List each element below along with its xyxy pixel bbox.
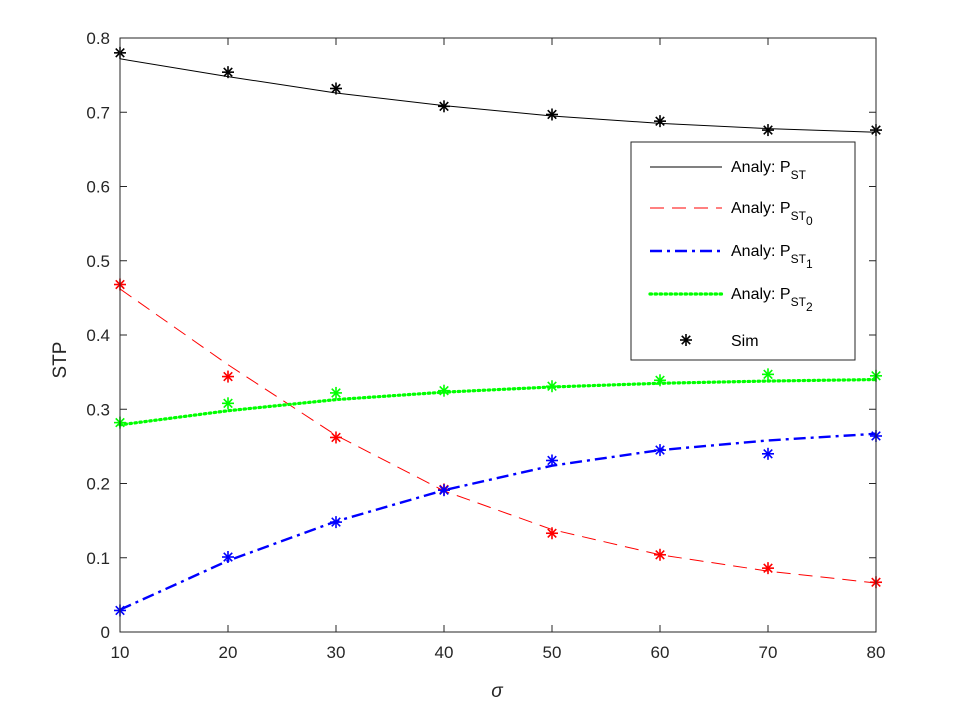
sim-marker-2 [654, 444, 666, 457]
legend: Analy: PST Analy: PST0 Analy: PST1 Analy: P… [630, 141, 856, 361]
x-tick-label: 20 [219, 643, 238, 662]
legend-label-3: Analy: PST2 [731, 286, 813, 314]
sim-marker-2 [762, 447, 774, 460]
legend-label-1: Analy: PST0 [731, 200, 813, 228]
sim-marker-2 [222, 551, 234, 564]
sim-marker-0 [546, 108, 558, 121]
y-axis-label: STP [50, 342, 71, 379]
y-tick-label: 0.1 [86, 549, 110, 568]
y-tick-label: 0.3 [86, 400, 110, 419]
x-tick-label: 70 [759, 643, 778, 662]
series-line-3 [118, 377, 878, 427]
y-tick-label: 0 [101, 623, 110, 642]
series-line-0 [119, 58, 877, 133]
sim-marker-1 [762, 562, 774, 575]
legend-label-2: Analy: PST1 [731, 243, 813, 271]
legend-label-0: Analy: PST [731, 159, 807, 182]
sim-marker-3 [438, 384, 450, 397]
sim-marker-2 [438, 484, 450, 497]
x-tick-label: 30 [327, 643, 346, 662]
sim-marker-3 [762, 368, 774, 381]
y-tick-label: 0.8 [86, 29, 110, 48]
sim-marker-1 [330, 431, 342, 444]
sim-marker-0 [654, 115, 666, 128]
x-tick-label: 10 [111, 643, 130, 662]
x-axis-label: σ [491, 681, 504, 702]
x-tick-label: 40 [435, 643, 454, 662]
sim-marker-0 [222, 66, 234, 79]
sim-marker-2 [330, 516, 342, 529]
sim-marker-1 [546, 527, 558, 540]
series-line-2 [119, 432, 877, 611]
y-tick-label: 0.7 [86, 103, 110, 122]
y-tick-label: 0.5 [86, 252, 110, 271]
legend-label-sim: Sim [731, 333, 759, 350]
sim-marker-3 [546, 380, 558, 393]
y-tick-label: 0.4 [86, 326, 110, 345]
sim-marker-0 [762, 124, 774, 137]
plot-area [114, 46, 882, 617]
x-tick-label: 80 [867, 643, 886, 662]
sim-marker-2 [546, 454, 558, 467]
y-tick-label: 0.6 [86, 178, 110, 197]
sim-marker-3 [222, 397, 234, 410]
y-tick-label: 0.2 [86, 475, 110, 494]
sim-marker-3 [654, 374, 666, 387]
legend-sim-marker [680, 334, 692, 346]
x-tick-label: 50 [543, 643, 562, 662]
axes: 10 20 30 40 50 60 70 80 0 0.1 0.2 0.3 0.4 0.5 0.6 0.7 0.… [86, 29, 885, 662]
sim-marker-1 [222, 370, 234, 383]
sim-marker-1 [654, 548, 666, 561]
sim-marker-3 [330, 386, 342, 399]
x-tick-label: 60 [651, 643, 670, 662]
sim-marker-0 [438, 100, 450, 113]
sim-marker-0 [330, 82, 342, 95]
